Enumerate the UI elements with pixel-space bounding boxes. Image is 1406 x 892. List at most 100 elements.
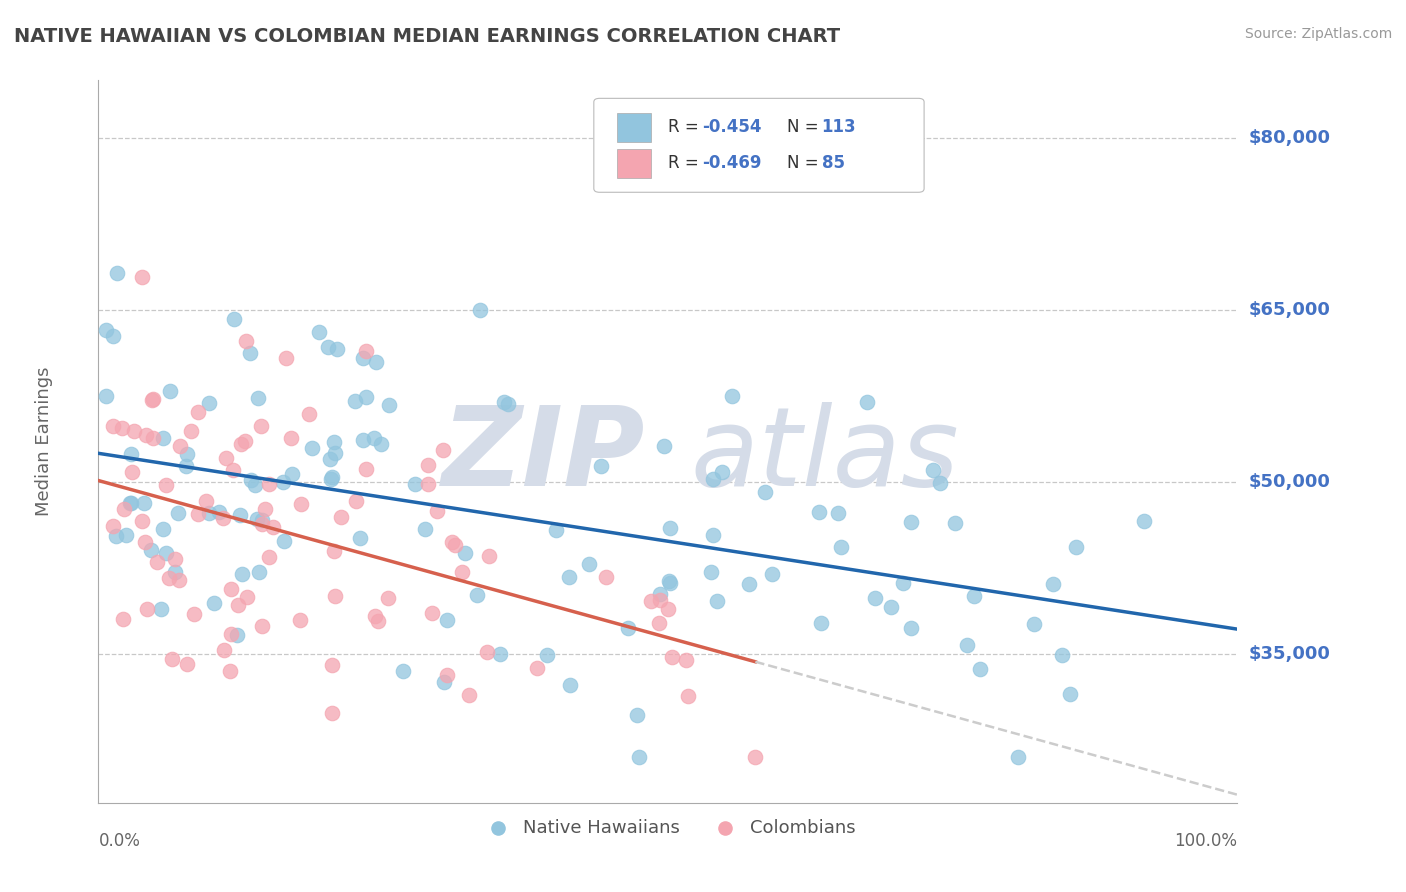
Point — [120, 496, 142, 510]
Point — [676, 689, 699, 703]
Point — [262, 520, 284, 534]
Point — [112, 501, 135, 516]
Point — [451, 565, 474, 579]
Point — [496, 397, 519, 411]
Text: $65,000: $65,000 — [1249, 301, 1330, 318]
Point — [354, 344, 377, 359]
Point — [436, 668, 458, 682]
Point — [219, 664, 242, 678]
Text: R =: R = — [668, 119, 704, 136]
Point — [233, 434, 256, 448]
Point — [640, 594, 662, 608]
Point — [139, 543, 162, 558]
Point — [323, 445, 346, 459]
Point — [152, 522, 174, 536]
Point — [1042, 577, 1064, 591]
Point — [204, 596, 226, 610]
Point — [321, 470, 343, 484]
Point — [231, 567, 253, 582]
Point — [754, 485, 776, 500]
Point — [160, 652, 183, 666]
Point — [215, 450, 238, 465]
Bar — [617, 112, 651, 142]
Point — [416, 476, 439, 491]
Point — [226, 598, 249, 612]
Point — [418, 458, 440, 472]
Point — [247, 391, 270, 405]
Point — [163, 566, 186, 580]
Point — [378, 398, 401, 412]
Point — [135, 601, 157, 615]
Point — [675, 653, 697, 667]
Point — [222, 463, 245, 477]
Point — [702, 528, 724, 542]
Point — [808, 505, 831, 519]
Point — [900, 621, 922, 635]
Point — [711, 466, 734, 480]
Point — [465, 588, 488, 602]
Point — [120, 496, 142, 510]
Text: R =: R = — [668, 154, 704, 172]
Point — [239, 346, 262, 360]
Point — [104, 529, 127, 543]
Point — [440, 535, 463, 549]
Point — [526, 661, 548, 675]
Point — [298, 407, 321, 421]
Point — [131, 269, 153, 284]
Point — [855, 395, 877, 409]
Point — [183, 607, 205, 622]
Point — [224, 312, 246, 326]
Point — [489, 647, 512, 661]
Point — [657, 602, 679, 616]
Point — [955, 638, 977, 652]
Point — [176, 447, 198, 461]
Point — [231, 436, 253, 450]
Point — [661, 649, 683, 664]
Point — [321, 658, 343, 673]
Point — [370, 436, 392, 450]
Point — [326, 342, 349, 356]
Point — [301, 441, 323, 455]
Point — [595, 570, 617, 584]
Point — [254, 501, 277, 516]
Point — [198, 507, 221, 521]
Point — [198, 396, 221, 410]
Point — [650, 593, 672, 607]
Point — [891, 575, 914, 590]
Point — [578, 558, 600, 572]
Point — [219, 627, 242, 641]
Point — [404, 476, 426, 491]
Point — [879, 599, 901, 614]
Point — [149, 602, 172, 616]
Text: atlas: atlas — [690, 402, 959, 509]
Point — [280, 431, 302, 445]
Point — [536, 648, 558, 662]
Point — [364, 609, 387, 624]
Point — [142, 431, 165, 445]
Point — [134, 535, 156, 549]
Point — [101, 418, 124, 433]
Point — [165, 551, 187, 566]
Point — [180, 424, 202, 438]
Point — [288, 613, 311, 627]
Point — [557, 569, 579, 583]
Point — [422, 607, 444, 621]
Point — [617, 621, 640, 635]
Point — [738, 577, 761, 591]
Point — [761, 566, 783, 581]
Text: Median Earnings: Median Earnings — [35, 367, 53, 516]
Point — [544, 524, 567, 538]
Point — [810, 615, 832, 630]
Point — [1022, 617, 1045, 632]
Text: 0.0%: 0.0% — [98, 831, 141, 850]
Bar — [617, 149, 651, 178]
Text: $35,000: $35,000 — [1249, 645, 1330, 663]
Point — [391, 664, 413, 678]
Point — [247, 565, 270, 579]
Point — [652, 439, 675, 453]
Point — [454, 546, 477, 560]
Point — [321, 706, 343, 720]
Point — [276, 351, 298, 366]
Point — [700, 565, 723, 579]
Point — [94, 389, 117, 403]
